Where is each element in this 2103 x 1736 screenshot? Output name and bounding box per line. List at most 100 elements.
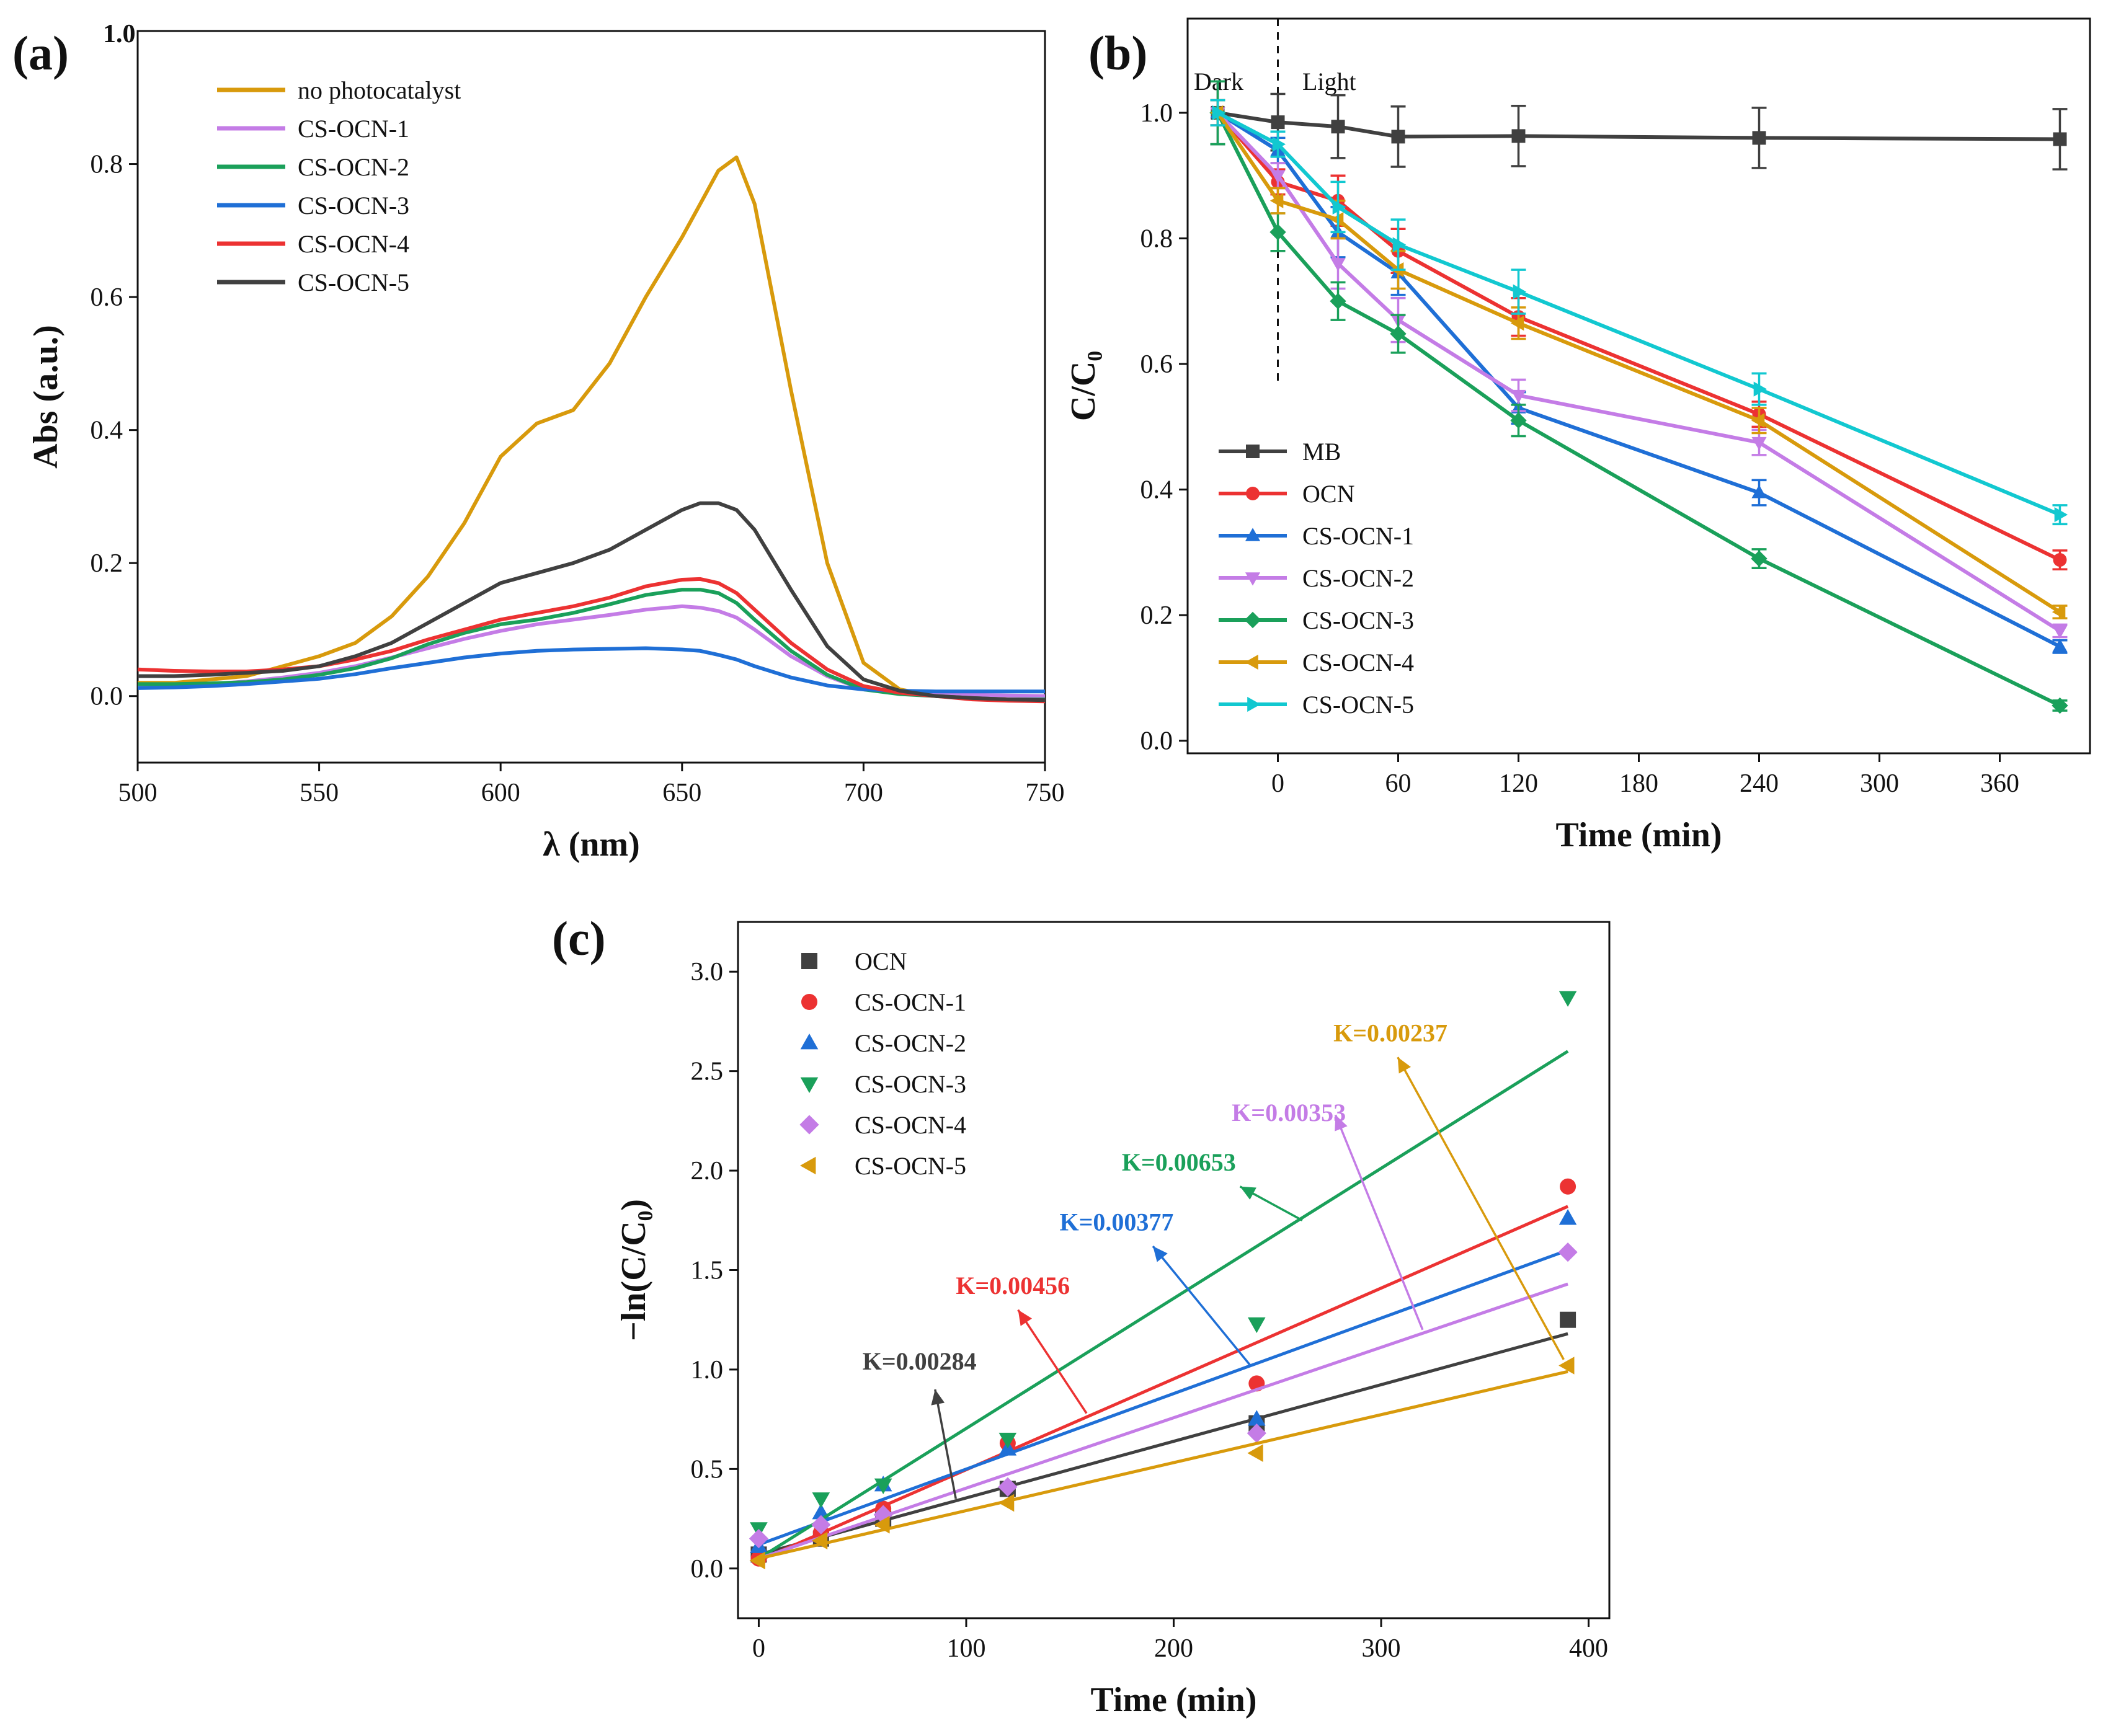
data-point: [1510, 316, 1524, 331]
data-point: [1560, 1178, 1576, 1195]
legend-label: OCN: [1302, 480, 1354, 508]
fit-line-CS-OCN-2: [758, 1249, 1568, 1546]
x-tick-label: 180: [1619, 769, 1658, 798]
data-point: [1332, 199, 1346, 215]
data-point: [1392, 237, 1407, 252]
k-arrow-shaft: [934, 1389, 957, 1499]
legend-label: CS-OCN-5: [298, 268, 409, 296]
legend-marker: [800, 1077, 819, 1093]
panel-c: 0 100 200 300 400 0.0 0.5 1.0 1.5 2.0 2.5 3.0 Time (…: [552, 911, 1611, 1719]
plot-frame: [1186, 17, 2091, 755]
data-point: [1558, 1357, 1575, 1375]
x-tick-label: 100: [946, 1634, 985, 1663]
legend-label: CS-OCN-1: [298, 115, 409, 143]
y-axis-label: −ln(C/C₀): [615, 1199, 653, 1341]
y-tick-label: 0.6: [91, 283, 123, 312]
legend-marker: [800, 1034, 819, 1050]
fit-line-OCN: [758, 1332, 1568, 1556]
data-point: [811, 1515, 831, 1534]
legend-label: MB: [1302, 438, 1341, 466]
data-point: [1751, 485, 1767, 498]
k-value-label: K=0.00237: [1333, 1019, 1447, 1047]
data-point: [2052, 604, 2066, 620]
legend-label: CS-OCN-2: [855, 1029, 966, 1057]
legend-label: CS-OCN-3: [1302, 606, 1414, 634]
legend-marker: [799, 1115, 819, 1135]
y-tick-label: 1.0: [1140, 99, 1173, 128]
data-point: [1331, 120, 1345, 134]
x-tick-label: 200: [1154, 1634, 1193, 1663]
data-point: [2054, 507, 2068, 523]
data-point: [749, 1529, 769, 1549]
legend-label: CS-OCN-4: [1302, 649, 1414, 676]
k-arrow-head: [1153, 1246, 1168, 1262]
k-value-label: K=0.00353: [1232, 1099, 1346, 1127]
y-tick-label: 3.0: [691, 958, 724, 986]
x-tick-label: 240: [1740, 769, 1779, 798]
data-point: [1753, 381, 1767, 397]
data-point: [1558, 1242, 1578, 1262]
k-value-label: K=0.00456: [956, 1272, 1070, 1300]
series-line-CS-OCN-5: [138, 501, 1046, 702]
data-point: [2053, 132, 2067, 146]
data-point: [1269, 193, 1284, 208]
data-point: [1391, 130, 1405, 144]
x-tick-label: 750: [1026, 779, 1065, 807]
k-arrow-head: [1335, 1115, 1348, 1132]
y-tick-label: 2.0: [691, 1157, 724, 1185]
y-tick-label: 1.5: [691, 1257, 724, 1285]
data-point: [1751, 550, 1767, 567]
series-line-CS-OCN-5: [1217, 111, 2061, 516]
data-point: [2053, 553, 2067, 567]
data-point: [1560, 1311, 1576, 1328]
x-tick-label: 650: [662, 779, 701, 807]
series-line-no photocatalyst: [138, 155, 1045, 702]
data-point: [811, 1531, 828, 1550]
data-point: [1271, 115, 1285, 130]
x-tick-label: 300: [1860, 769, 1899, 798]
data-point: [1272, 136, 1286, 152]
data-point: [1513, 284, 1527, 299]
y-tick-label: 0.2: [91, 549, 123, 578]
y-tick-label: 1.0: [691, 1356, 724, 1384]
legend-label: OCN: [855, 947, 907, 975]
k-arrow-head: [1240, 1186, 1256, 1200]
legend-marker: [800, 1156, 816, 1175]
x-axis-label: Time (min): [1090, 1681, 1256, 1719]
legend-label: CS-OCN-3: [298, 192, 409, 219]
y-tick-label: 0.8: [91, 151, 123, 179]
data-point: [1247, 1424, 1266, 1443]
data-point: [1751, 436, 1767, 451]
fit-line-CS-OCN-3: [758, 1050, 1569, 1560]
k-value-label: K=0.00653: [1122, 1148, 1236, 1176]
y-tick-label: 0.0: [1140, 727, 1173, 756]
legend-label: CS-OCN-3: [855, 1070, 966, 1098]
x-tick-label: 0: [752, 1634, 765, 1663]
data-point: [2052, 697, 2068, 714]
x-tick-label: 400: [1569, 1634, 1608, 1663]
legend-marker: [801, 994, 817, 1010]
y-tick-label: 0.4: [1140, 476, 1173, 505]
data-point: [1511, 129, 1526, 143]
legend-marker: [1246, 445, 1260, 458]
fit-line-CS-OCN-1: [758, 1205, 1569, 1562]
x-tick-label: 60: [1385, 769, 1412, 798]
panel-label: (b): [1088, 26, 1147, 80]
data-point: [1510, 412, 1527, 429]
x-tick-label: 360: [1980, 769, 2019, 798]
y-tick-label: 0.4: [91, 417, 123, 445]
data-point: [998, 1494, 1015, 1512]
y-tick-label: 0.2: [1140, 601, 1173, 630]
y-tick-label: 0.0: [691, 1555, 724, 1583]
k-arrow-shaft: [1152, 1245, 1252, 1366]
data-point: [2052, 639, 2068, 652]
y-tick-label: 0.5: [691, 1455, 724, 1484]
data-point: [1248, 1317, 1266, 1334]
legend-label: CS-OCN-5: [1302, 691, 1414, 719]
data-point: [1269, 224, 1286, 241]
k-arrow-shaft: [1017, 1309, 1088, 1414]
data-point: [1390, 326, 1407, 342]
data-point: [749, 1551, 765, 1570]
y-axis-label: Abs (a.u.): [27, 325, 65, 469]
